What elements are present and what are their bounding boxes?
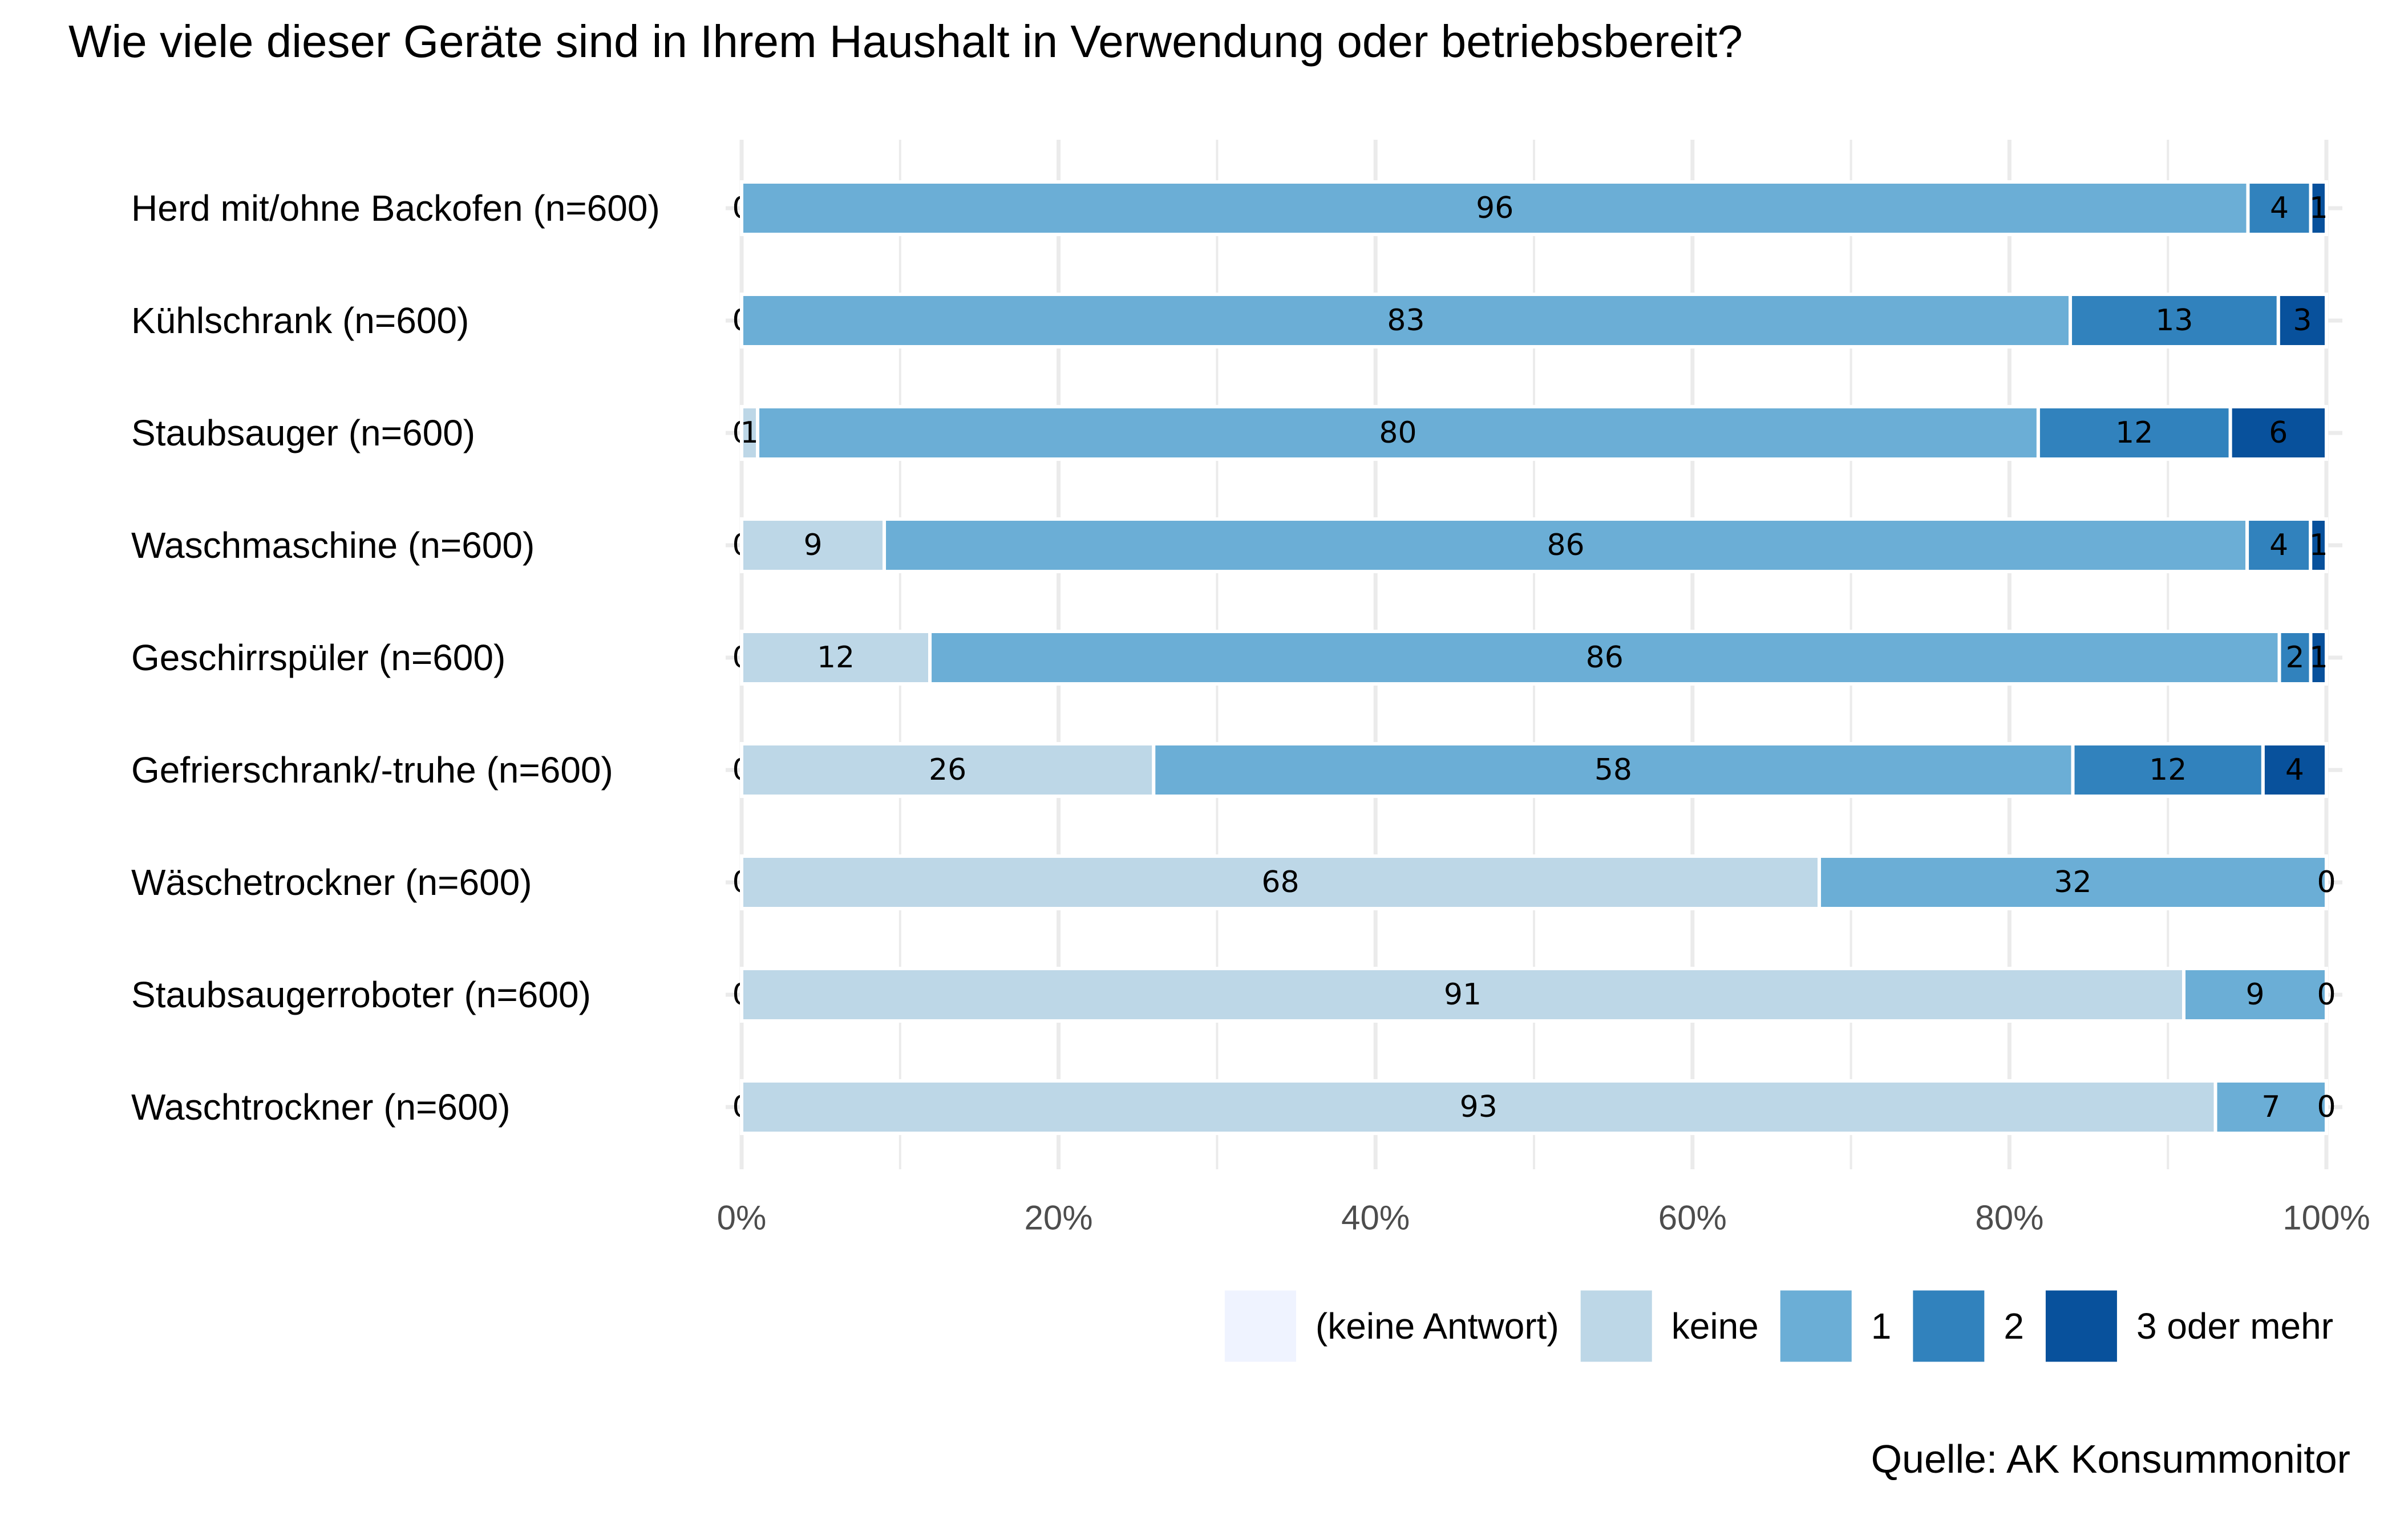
x-axis-tick-labels: 0% 20% 40% 60% 80% 100% <box>717 1199 2370 1237</box>
legend-swatch <box>1580 1290 1652 1362</box>
legend-label: keine <box>1671 1306 1759 1347</box>
category-label: Waschmaschine (n=600) <box>131 525 535 566</box>
bar-segment <box>740 405 760 461</box>
x-tick-label: 40% <box>1341 1199 1410 1237</box>
data-label: 86 <box>1547 528 1584 562</box>
data-label: 0 <box>2317 865 2336 899</box>
data-label: 68 <box>1261 865 1299 899</box>
data-label: 9 <box>2245 978 2264 1012</box>
bar-segment <box>883 517 2249 573</box>
x-tick-label: 80% <box>1975 1199 2043 1237</box>
data-label: 9 <box>803 528 822 562</box>
legend-swatch <box>1780 1290 1852 1362</box>
data-label: 1 <box>2309 191 2328 225</box>
bar-segment <box>928 630 2281 686</box>
category-label: Staubsauger (n=600) <box>131 412 475 453</box>
data-label: 32 <box>2054 865 2091 899</box>
category-label: Kühlschrank (n=600) <box>131 300 469 341</box>
bar-segment <box>2228 405 2329 461</box>
data-label: 13 <box>2155 303 2193 338</box>
bar-segment <box>740 1079 2217 1135</box>
legend-swatch <box>1224 1290 1296 1362</box>
bar-segment <box>740 854 1822 910</box>
bar-segment <box>2182 967 2328 1023</box>
bar-segment <box>2276 293 2328 348</box>
data-label: 83 <box>1387 303 1424 338</box>
bar-segment <box>2245 517 2313 573</box>
x-tick-label: 100% <box>2282 1199 2370 1237</box>
bar-segment <box>740 967 2185 1023</box>
bar-segment <box>2213 1079 2329 1135</box>
legend-swatch <box>1913 1290 1985 1362</box>
bar-segment <box>756 405 2040 461</box>
data-label: 0 <box>2317 978 2336 1012</box>
data-label: 86 <box>1586 641 1624 675</box>
category-label: Gefrierschrank/-truhe (n=600) <box>131 749 613 791</box>
data-label: 93 <box>1460 1090 1498 1124</box>
legend-label: 3 oder mehr <box>2136 1306 2333 1347</box>
data-label: 4 <box>2269 528 2288 562</box>
data-label: 7 <box>2261 1090 2280 1124</box>
data-label: 1 <box>2309 528 2328 562</box>
bars: 0096410083133018012609864101286210265812… <box>732 180 2336 1135</box>
bar-segment <box>740 630 932 686</box>
bar-segment <box>2309 517 2328 573</box>
data-label: 6 <box>2269 416 2288 450</box>
category-labels: Herd mit/ohne Backofen (n=600) Kühlschran… <box>131 188 660 1128</box>
x-tick-label: 0% <box>717 1199 767 1237</box>
bar-segment <box>1818 854 2329 910</box>
data-label: 26 <box>929 753 966 787</box>
chart-caption: Quelle: AK Konsummonitor <box>1871 1437 2350 1481</box>
category-label: Geschirrspüler (n=600) <box>131 637 505 678</box>
data-label: 58 <box>1594 753 1632 787</box>
bar-segment <box>2069 293 2280 348</box>
legend-swatch <box>2045 1290 2117 1362</box>
bar-segment <box>2261 742 2328 798</box>
category-label: Wäschetrockner (n=600) <box>131 862 532 903</box>
category-label: Waschtrockner (n=600) <box>131 1087 511 1128</box>
data-label: 12 <box>817 641 855 675</box>
data-label: 0 <box>2317 1090 2336 1124</box>
legend-label: 1 <box>1871 1306 1892 1347</box>
data-label: 2 <box>2285 641 2304 675</box>
data-label: 3 <box>2293 303 2312 338</box>
bar-segment <box>2246 180 2313 236</box>
data-label: 12 <box>2149 753 2187 787</box>
legend-label: 2 <box>2004 1306 2024 1347</box>
data-label: 4 <box>2285 753 2304 787</box>
data-label: 80 <box>1379 416 1416 450</box>
bar-segment <box>740 293 2073 348</box>
legend-label: (keine Antwort) <box>1316 1306 1559 1347</box>
data-label: 0 <box>2317 1090 2336 1124</box>
data-label: 91 <box>1444 978 1482 1012</box>
data-label: 1 <box>2309 641 2328 675</box>
x-tick-label: 20% <box>1025 1199 1093 1237</box>
data-label: 4 <box>2270 191 2289 225</box>
category-label: Staubsaugerroboter (n=600) <box>131 974 591 1015</box>
bar-segment <box>2071 742 2265 798</box>
bar-segment <box>2309 180 2329 236</box>
data-label: 96 <box>1476 191 1513 225</box>
chart-title: Wie viele dieser Geräte sind in Ihrem Ha… <box>68 16 1743 67</box>
category-label: Herd mit/ohne Backofen (n=600) <box>131 188 660 229</box>
data-label: 0 <box>2317 978 2336 1012</box>
x-tick-label: 60% <box>1658 1199 1727 1237</box>
data-label: 12 <box>2115 416 2153 450</box>
bar-segment <box>1152 742 2075 798</box>
bar-segment <box>2309 630 2329 686</box>
legend: (keine Antwort) keine 1 2 3 oder mehr <box>1224 1290 2333 1362</box>
data-label: 0 <box>2317 865 2336 899</box>
